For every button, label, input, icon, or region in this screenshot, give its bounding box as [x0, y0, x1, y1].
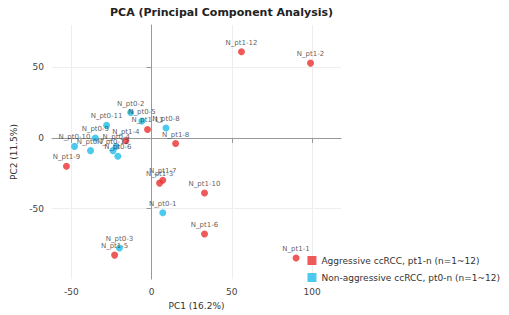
svg-text:N_pt0-11: N_pt0-11 — [91, 112, 123, 120]
svg-text:50: 50 — [33, 62, 45, 72]
svg-text:N_pt0-1: N_pt0-1 — [149, 200, 176, 208]
svg-text:PC2 (11.5%): PC2 (11.5%) — [9, 124, 19, 180]
svg-text:50: 50 — [226, 287, 238, 297]
svg-text:N_pt1-7: N_pt1-7 — [149, 167, 176, 175]
svg-text:N_pt1-6: N_pt1-6 — [191, 221, 219, 229]
svg-text:N_pt0-10: N_pt0-10 — [59, 133, 91, 141]
svg-text:Aggressive ccRCC, pt1-n (n=1~1: Aggressive ccRCC, pt1-n (n=1~12) — [321, 256, 479, 266]
svg-text:PCA (Principal Component Analy: PCA (Principal Component Analysis) — [110, 6, 333, 19]
svg-text:100: 100 — [304, 287, 321, 297]
svg-text:N_pt1-5: N_pt1-5 — [101, 242, 128, 250]
svg-text:N_pt1-12: N_pt1-12 — [226, 39, 258, 47]
svg-text:N_pt0-12: N_pt0-12 — [97, 138, 129, 146]
svg-text:N_pt0-5: N_pt0-5 — [128, 108, 156, 116]
svg-text:N_pt1-4: N_pt1-4 — [112, 127, 140, 136]
svg-text:0: 0 — [38, 133, 44, 143]
svg-text:N_pt1-11: N_pt1-11 — [131, 116, 164, 125]
svg-text:Non-aggressive ccRCC, pt0-n (n: Non-aggressive ccRCC, pt0-n (n=1~12) — [321, 273, 500, 283]
svg-text:N_pt0-6: N_pt0-6 — [104, 143, 132, 152]
svg-text:PC1 (16.2%): PC1 (16.2%) — [169, 301, 225, 311]
svg-text:N_pt0-2: N_pt0-2 — [117, 100, 144, 108]
svg-text:N_pt0-3: N_pt0-3 — [106, 235, 133, 243]
svg-text:-50: -50 — [64, 287, 79, 297]
svg-text:N_pt1-1: N_pt1-1 — [282, 245, 309, 253]
svg-text:N_pt1-9: N_pt1-9 — [53, 153, 80, 161]
svg-text:N_pt1-2: N_pt1-2 — [297, 50, 324, 58]
svg-text:0: 0 — [149, 287, 155, 297]
svg-text:N_pt1-10: N_pt1-10 — [189, 180, 221, 188]
svg-text:N_pt0-8: N_pt0-8 — [152, 115, 179, 123]
svg-text:N_pt1-8: N_pt1-8 — [162, 131, 189, 139]
svg-text:-50: -50 — [29, 204, 44, 214]
svg-text:N_pt0-9: N_pt0-9 — [82, 125, 109, 133]
